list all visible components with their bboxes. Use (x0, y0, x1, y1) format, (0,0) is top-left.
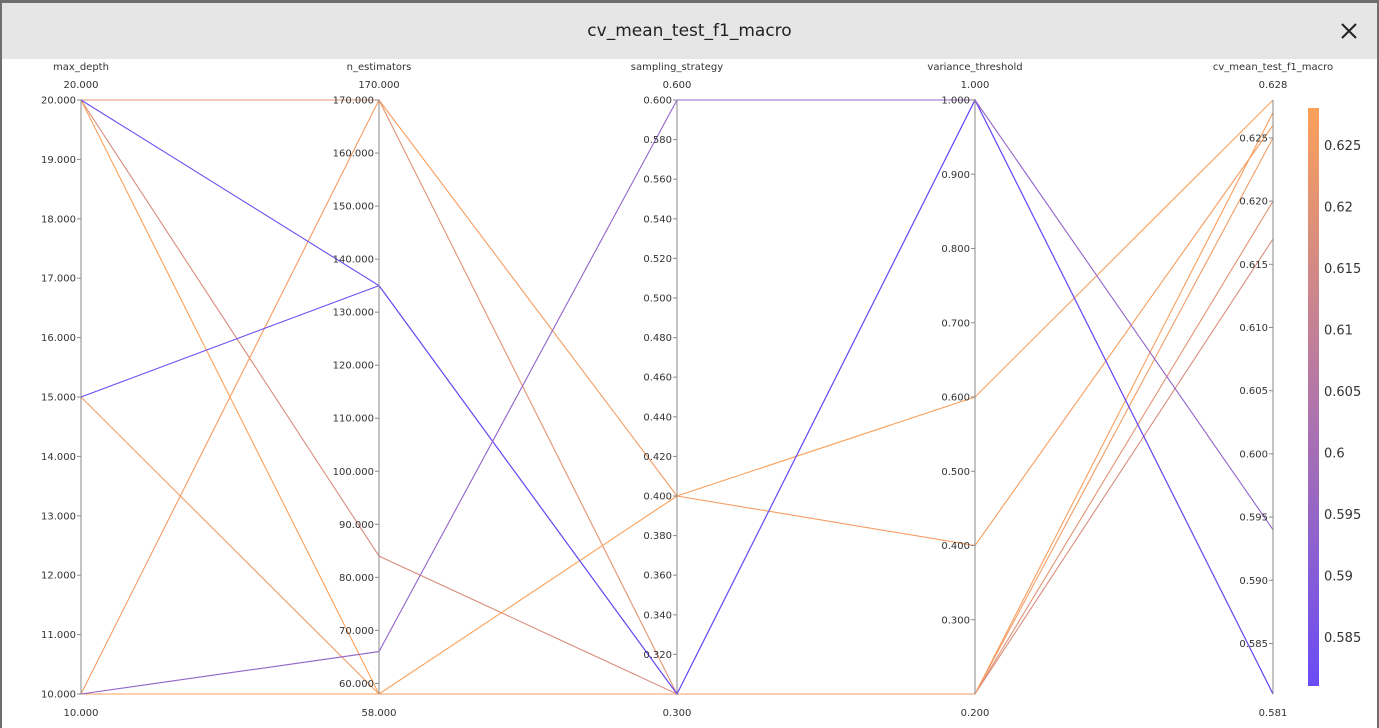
axis-tick-label: 0.300 (941, 615, 970, 626)
axis-tick-label: 0.440 (643, 412, 672, 423)
axis-tick-label: 0.800 (941, 244, 970, 255)
colorbar-tick-label: 0.61 (1324, 323, 1353, 338)
axis-tick-label: 17.000 (41, 274, 76, 285)
axis-min-label: 0.200 (961, 708, 990, 719)
close-icon (1341, 23, 1357, 39)
axis-tick-label: 0.700 (941, 318, 970, 329)
axis-min-label: 0.300 (663, 708, 692, 719)
axis-tick-label: 110.000 (333, 414, 374, 425)
axis-tick-label: 0.580 (643, 135, 672, 146)
axis-min-label: 10.000 (64, 708, 99, 719)
axis-tick-label: 0.595 (1239, 513, 1268, 524)
axis-tick-label: 0.900 (941, 170, 970, 181)
close-button[interactable] (1335, 17, 1363, 45)
axis-tick-label: 0.620 (1239, 197, 1268, 208)
axis-tick-label: 0.625 (1239, 133, 1268, 144)
colorbar (1308, 108, 1319, 686)
axis-tick-label: 0.340 (643, 610, 672, 621)
axis-tick-label: 140.000 (333, 255, 374, 266)
axis-tick-label: 0.600 (941, 393, 970, 404)
axis-tick-label: 130.000 (333, 308, 374, 319)
axis-max-label: 170.000 (358, 80, 399, 91)
axis-tick-label: 0.590 (1239, 576, 1268, 587)
axis-tick-label: 14.000 (41, 452, 76, 463)
axis-tick-label: 0.460 (643, 373, 672, 384)
axis-tick-label: 0.400 (643, 492, 672, 503)
axis-tick-label: 12.000 (41, 571, 76, 582)
axis-tick-label: 0.420 (643, 452, 672, 463)
axis-tick-label: 1.000 (941, 96, 970, 107)
colorbar-tick-label: 0.6 (1324, 446, 1345, 461)
axis-tick-label: 170.000 (333, 96, 374, 107)
axis-tick-label: 0.585 (1239, 639, 1268, 650)
axis-tick-label: 60.000 (339, 679, 374, 690)
axis-min-label: 0.581 (1259, 708, 1288, 719)
axis-tick-label: 0.605 (1239, 386, 1268, 397)
dialog-header: cv_mean_test_f1_macro (2, 3, 1377, 59)
axis-tick-label: 150.000 (333, 202, 374, 213)
axis-tick-label: 90.000 (339, 520, 374, 531)
axis-label-n_estimators: n_estimators (347, 62, 412, 73)
colorbar-tick-label: 0.625 (1324, 139, 1361, 154)
axis-tick-label: 0.600 (1239, 449, 1268, 460)
axis-tick-label: 0.540 (643, 214, 672, 225)
axis-tick-label: 0.320 (643, 650, 672, 661)
colorbar-tick-label: 0.59 (1324, 569, 1353, 584)
axis-tick-label: 19.000 (41, 155, 76, 166)
axis-min-label: 58.000 (362, 708, 397, 719)
axis-tick-label: 70.000 (339, 626, 374, 637)
axis-tick-label: 0.360 (643, 571, 672, 582)
axis-tick-label: 10.000 (41, 690, 76, 701)
axis-tick-label: 0.615 (1239, 260, 1268, 271)
axis-max-label: 1.000 (961, 80, 990, 91)
axis-tick-label: 15.000 (41, 393, 76, 404)
colorbar-tick-label: 0.585 (1324, 631, 1361, 646)
axis-tick-label: 0.400 (941, 541, 970, 552)
axis-max-label: 0.600 (663, 80, 692, 91)
axis-tick-label: 160.000 (333, 149, 374, 160)
axis-tick-label: 0.480 (643, 333, 672, 344)
colorbar-tick-label: 0.605 (1324, 385, 1361, 400)
axis-tick-label: 0.520 (643, 254, 672, 265)
axis-tick-label: 0.380 (643, 531, 672, 542)
colorbar-tick-label: 0.62 (1324, 200, 1353, 215)
axis-tick-label: 18.000 (41, 214, 76, 225)
axis-tick-label: 80.000 (339, 573, 374, 584)
parallel-coordinates-chart: max_depth 20.000 10.000 10.000 11.000 12.000 1… (41, 62, 1361, 719)
axis-max-label: 0.628 (1259, 80, 1288, 91)
axis-max-label: 20.000 (64, 80, 99, 91)
axis-tick-label: 13.000 (41, 511, 76, 522)
dialog-title: cv_mean_test_f1_macro (587, 21, 792, 41)
axis-label-cv_mean_test_f1_macro: cv_mean_test_f1_macro (1213, 62, 1333, 73)
axis-label-max_depth: max_depth (53, 62, 109, 73)
axis-tick-label: 100.000 (333, 467, 374, 478)
axis-tick-label: 0.610 (1239, 323, 1268, 334)
axis-tick-label: 120.000 (333, 361, 374, 372)
colorbar-tick-label: 0.615 (1324, 262, 1361, 277)
axis-tick-label: 20.000 (41, 96, 76, 107)
axis-label-sampling_strategy: sampling_strategy (631, 62, 723, 73)
axis-tick-label: 0.560 (643, 175, 672, 186)
axis-tick-label: 0.600 (643, 96, 672, 107)
axis-label-variance_threshold: variance_threshold (927, 62, 1022, 73)
axis-tick-label: 11.000 (41, 630, 76, 641)
axis-tick-label: 0.500 (941, 467, 970, 478)
colorbar-tick-label: 0.595 (1324, 508, 1361, 523)
plot-dialog: cv_mean_test_f1_macro max_depth 20.000 10.… (2, 3, 1377, 728)
axis-tick-label: 0.500 (643, 294, 672, 305)
axis-tick-label: 16.000 (41, 333, 76, 344)
